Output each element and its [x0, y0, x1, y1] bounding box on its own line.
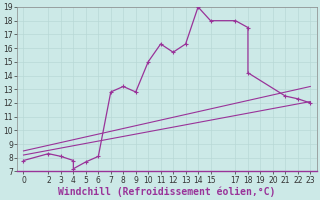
X-axis label: Windchill (Refroidissement éolien,°C): Windchill (Refroidissement éolien,°C) [58, 186, 276, 197]
